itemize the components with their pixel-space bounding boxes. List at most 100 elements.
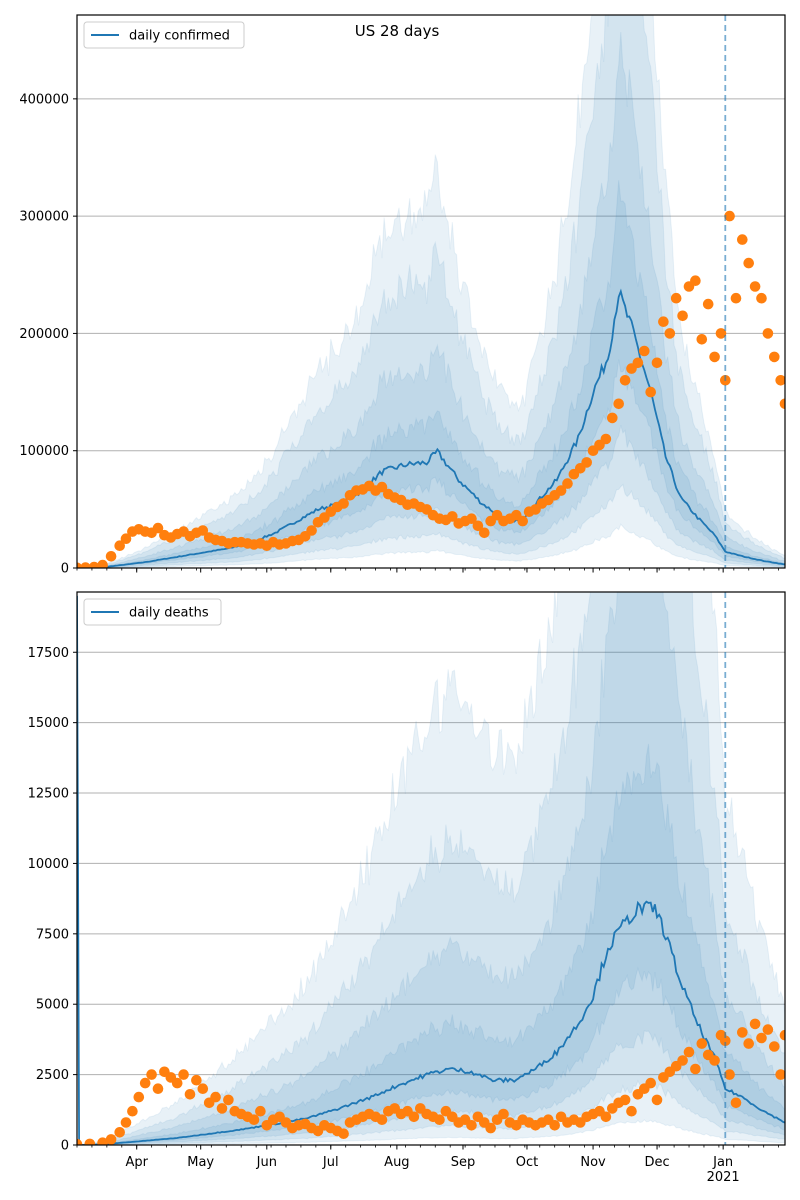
x-tick-label: Aug — [384, 1155, 409, 1170]
legend-label: daily confirmed — [129, 29, 230, 44]
observed-point — [709, 351, 720, 363]
x-tick-label: Nov — [580, 1155, 606, 1170]
observed-point — [146, 1069, 157, 1080]
y-tick-label: 15000 — [28, 716, 69, 731]
observed-point — [88, 561, 100, 568]
observed-point — [619, 1094, 631, 1106]
x-tick-label: May — [187, 1155, 214, 1170]
observed-point — [223, 1094, 234, 1106]
observed-point — [80, 562, 91, 568]
observed-point — [114, 540, 125, 551]
plot-area — [77, 592, 785, 1145]
y-tick-label: 300000 — [19, 210, 69, 225]
observed-point — [581, 457, 592, 468]
x-tick-label: Apr — [125, 1155, 148, 1170]
observed-point — [645, 386, 656, 398]
observed-point — [84, 1138, 96, 1145]
y-tick-label: 2500 — [36, 1068, 69, 1083]
observed-point — [737, 234, 748, 245]
legend-box — [83, 21, 245, 49]
observed-point — [184, 1089, 196, 1100]
observed-point — [549, 1120, 560, 1131]
observed-point — [120, 1117, 132, 1128]
uncertainty-band-outermost — [77, 592, 785, 1145]
observed-point — [434, 1114, 445, 1125]
observed-point — [338, 498, 349, 509]
observed-point — [690, 1063, 701, 1075]
observed-point — [651, 357, 663, 369]
observed-point — [555, 485, 567, 496]
observed-point — [191, 1074, 202, 1086]
observed-point — [724, 210, 735, 222]
observed-point — [670, 292, 682, 304]
y-tick-label: 10000 — [28, 857, 69, 872]
observed-point — [677, 1055, 688, 1066]
observed-point — [97, 559, 108, 568]
observed-point — [152, 1083, 164, 1094]
observed-point — [613, 398, 624, 410]
observed-point — [171, 1077, 183, 1089]
observed-point — [216, 1103, 228, 1114]
observed-point — [737, 1027, 748, 1038]
observed-point — [376, 481, 388, 493]
x-tick-label: Jan — [712, 1155, 733, 1170]
observed-point — [120, 533, 132, 544]
observed-point — [127, 1105, 138, 1117]
observed-point — [749, 281, 761, 292]
uncertainty-band-outer — [77, 15, 785, 568]
observed-point — [720, 1035, 731, 1047]
observed-point — [769, 1041, 780, 1052]
legend-label: daily deaths — [129, 606, 209, 621]
model-line — [77, 595, 785, 1145]
y-tick-label: 100000 — [19, 444, 69, 459]
y-tick-label: 0 — [61, 1139, 69, 1154]
observed-point — [749, 1018, 761, 1030]
x-tick-label: 2021 — [707, 1170, 740, 1185]
observed-point — [105, 551, 117, 562]
observed-point — [762, 1024, 774, 1035]
observed-point — [114, 1127, 125, 1138]
observed-point — [658, 316, 669, 328]
observed-point — [447, 511, 458, 522]
axes-frame — [76, 14, 786, 569]
observed-point — [626, 1105, 637, 1117]
observed-point — [466, 513, 477, 524]
observed-point — [756, 1032, 767, 1044]
observed-point — [632, 357, 644, 369]
y-tick-label: 12500 — [28, 787, 69, 802]
deaths-panel: 0 2500 5000 7500 10000 12500 15000 17500 Apr May J… — [28, 591, 786, 1185]
observed-point — [690, 275, 701, 287]
uncertainty-band-outermost — [77, 15, 785, 568]
observed-point — [600, 433, 612, 445]
observed-point — [562, 478, 573, 489]
x-tick-label: Dec — [644, 1155, 669, 1170]
y-tick-label: 5000 — [36, 998, 69, 1013]
observed-point — [775, 375, 785, 386]
uncertainty-band-middle — [77, 31, 785, 568]
x-tick-label: Jul — [322, 1155, 339, 1170]
observed-point — [466, 1120, 477, 1131]
observed-point — [607, 412, 618, 424]
observed-point — [105, 1134, 117, 1145]
observed-point — [683, 1046, 695, 1058]
observed-point — [197, 1083, 209, 1094]
observed-point — [756, 292, 767, 304]
observed-point — [152, 522, 164, 534]
observed-point — [769, 351, 780, 363]
observed-point — [779, 398, 785, 410]
observed-point — [779, 1029, 785, 1041]
y-tick-label: 400000 — [19, 92, 69, 107]
observed-point — [210, 1091, 221, 1103]
axes-frame — [76, 591, 786, 1146]
legend-box — [83, 598, 222, 626]
observed-point — [677, 310, 688, 322]
observed-point — [775, 1069, 785, 1080]
x-tick-label: Oct — [516, 1155, 538, 1170]
observed-point — [600, 1111, 612, 1123]
observed-point — [619, 375, 631, 386]
legend: daily confirmed — [83, 21, 245, 49]
observed-point — [696, 1038, 708, 1049]
observed-point — [472, 520, 484, 532]
observed-point — [376, 1114, 388, 1125]
